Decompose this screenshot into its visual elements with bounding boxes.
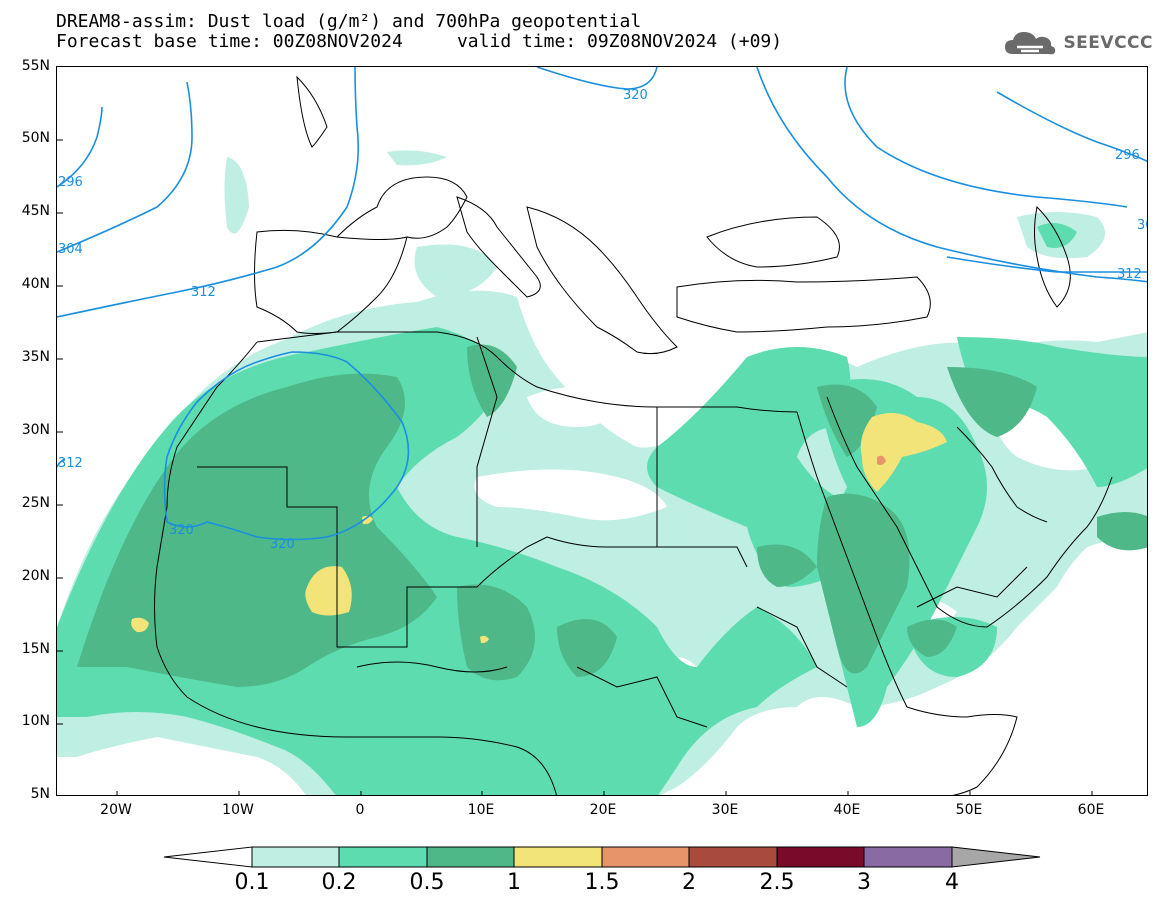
contour-label: 296: [58, 175, 83, 190]
lon-label-50e: 50E: [955, 802, 983, 818]
lat-label-15n: 15N: [21, 641, 50, 657]
colorbar: [163, 846, 1041, 868]
lat-label-45n: 45N: [21, 203, 50, 219]
colorbar-label: 0.1: [234, 870, 270, 895]
colorbar-label: 2.5: [759, 870, 795, 895]
contour-label: 312: [58, 456, 83, 471]
colorbar-label: 1.5: [584, 870, 620, 895]
contour-label: 320: [169, 523, 194, 538]
lat-label-20n: 20N: [21, 568, 50, 584]
lat-label-55n: 55N: [21, 58, 50, 74]
colorbar-segment: [163, 846, 253, 868]
lon-label-20e: 20E: [589, 802, 617, 818]
dust-layer-1: [131, 413, 947, 644]
colorbar-segment: [601, 846, 690, 868]
contour-label: 312: [191, 285, 216, 300]
lat-label-25n: 25N: [21, 495, 50, 511]
colorbar-label: 0.5: [409, 870, 445, 895]
lon-label-10e: 10E: [467, 802, 495, 818]
graticule-ticks: [57, 139, 1093, 795]
lat-label-5n: 5N: [30, 786, 50, 802]
colorbar-label: 0.2: [321, 870, 357, 895]
contour-labels: 320 296 304 312 320 320 296 304 312 312: [58, 88, 1148, 552]
lat-label-35n: 35N: [21, 349, 50, 365]
coastlines: [154, 75, 1113, 795]
contour-label: 320: [270, 537, 295, 552]
colorbar-segment: [951, 846, 1041, 868]
colorbar-label: 4: [945, 870, 959, 895]
lon-label-0: 0: [355, 802, 365, 818]
map-title-line2: Forecast base time: 00Z08NOV2024 valid t…: [56, 31, 783, 52]
lon-label-40e: 40E: [833, 802, 861, 818]
contour-label: 296: [1115, 148, 1140, 163]
map-title-line1: DREAM8-assim: Dust load (g/m²) and 700hP…: [56, 11, 642, 32]
contour-label: 304: [1137, 218, 1148, 233]
contour-label: 312: [1117, 267, 1142, 282]
seevccc-logo: SEEVCCC: [1003, 28, 1153, 58]
geopotential-contours: [57, 67, 1147, 541]
lon-label-60e: 60E: [1077, 802, 1105, 818]
colorbar-segment: [513, 846, 603, 868]
dust-map-canvas: 320 296 304 312 320 320 296 304 312 312: [57, 67, 1148, 795]
lon-label-30e: 30E: [711, 802, 739, 818]
colorbar-segment: [776, 846, 865, 868]
colorbar-label: 3: [857, 870, 871, 895]
dust-map: 320 296 304 312 320 320 296 304 312 312: [56, 66, 1148, 796]
colorbar-label: 2: [682, 870, 696, 895]
colorbar-segment: [863, 846, 953, 868]
contour-label: 304: [58, 242, 83, 257]
colorbar-segment: [688, 846, 778, 868]
lon-label-20w: 20W: [100, 802, 132, 818]
logo-text: SEEVCCC: [1063, 33, 1153, 53]
lat-label-30n: 30N: [21, 422, 50, 438]
dust-layer-1-5: [877, 455, 886, 465]
colorbar-segment: [426, 846, 515, 868]
colorbar-label: 1: [507, 870, 521, 895]
lon-label-10w: 10W: [222, 802, 254, 818]
colorbar-segment: [251, 846, 340, 868]
lat-label-50n: 50N: [21, 130, 50, 146]
cloud-icon: [1005, 32, 1056, 55]
lat-label-10n: 10N: [21, 713, 50, 729]
contour-label: 320: [623, 88, 648, 103]
lat-label-40n: 40N: [21, 276, 50, 292]
colorbar-segment: [338, 846, 428, 868]
